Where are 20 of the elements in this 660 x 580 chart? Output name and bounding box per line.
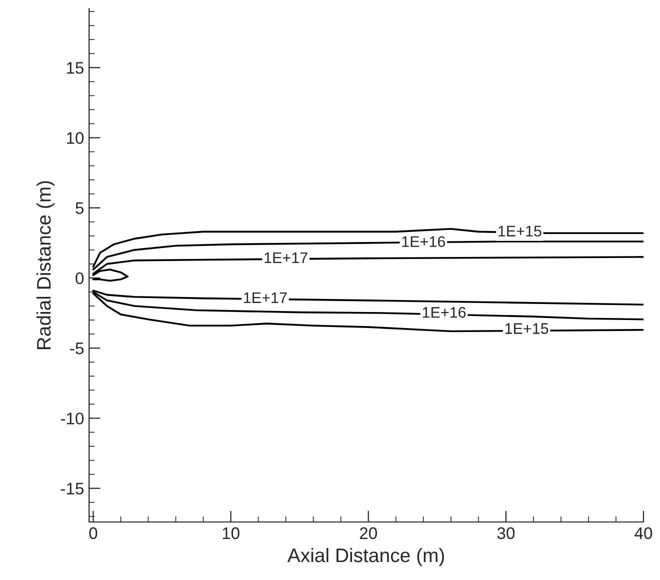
annotation: 1E+15 bbox=[505, 323, 548, 334]
annotation: 1E+15 bbox=[498, 226, 542, 236]
annotation: 1E+16 bbox=[422, 307, 466, 318]
annotation: 1E+17 bbox=[244, 292, 287, 303]
y-tick-label: -10 bbox=[60, 412, 84, 424]
x-axis-title: Axial Distance (m) bbox=[287, 548, 444, 566]
y-tick-label: -5 bbox=[70, 342, 84, 354]
annotation: 1E+17 bbox=[264, 252, 308, 263]
x-tick-label: 30 bbox=[497, 527, 515, 540]
y-tick-label: 0 bbox=[76, 272, 84, 284]
y-tick-label: 5 bbox=[76, 202, 84, 214]
x-tick-label: 0 bbox=[89, 527, 98, 540]
y-tick-label: -15 bbox=[60, 482, 84, 495]
y-axis-title: Radial Distance (m) bbox=[36, 181, 55, 350]
y-tick-label: 10 bbox=[66, 132, 84, 144]
x-tick-label: 10 bbox=[222, 527, 240, 540]
x-tick-label: 40 bbox=[634, 527, 652, 540]
x-tick-label: 20 bbox=[360, 527, 377, 540]
annotation: 1E+16 bbox=[402, 236, 446, 248]
y-tick-label: 15 bbox=[66, 62, 84, 74]
